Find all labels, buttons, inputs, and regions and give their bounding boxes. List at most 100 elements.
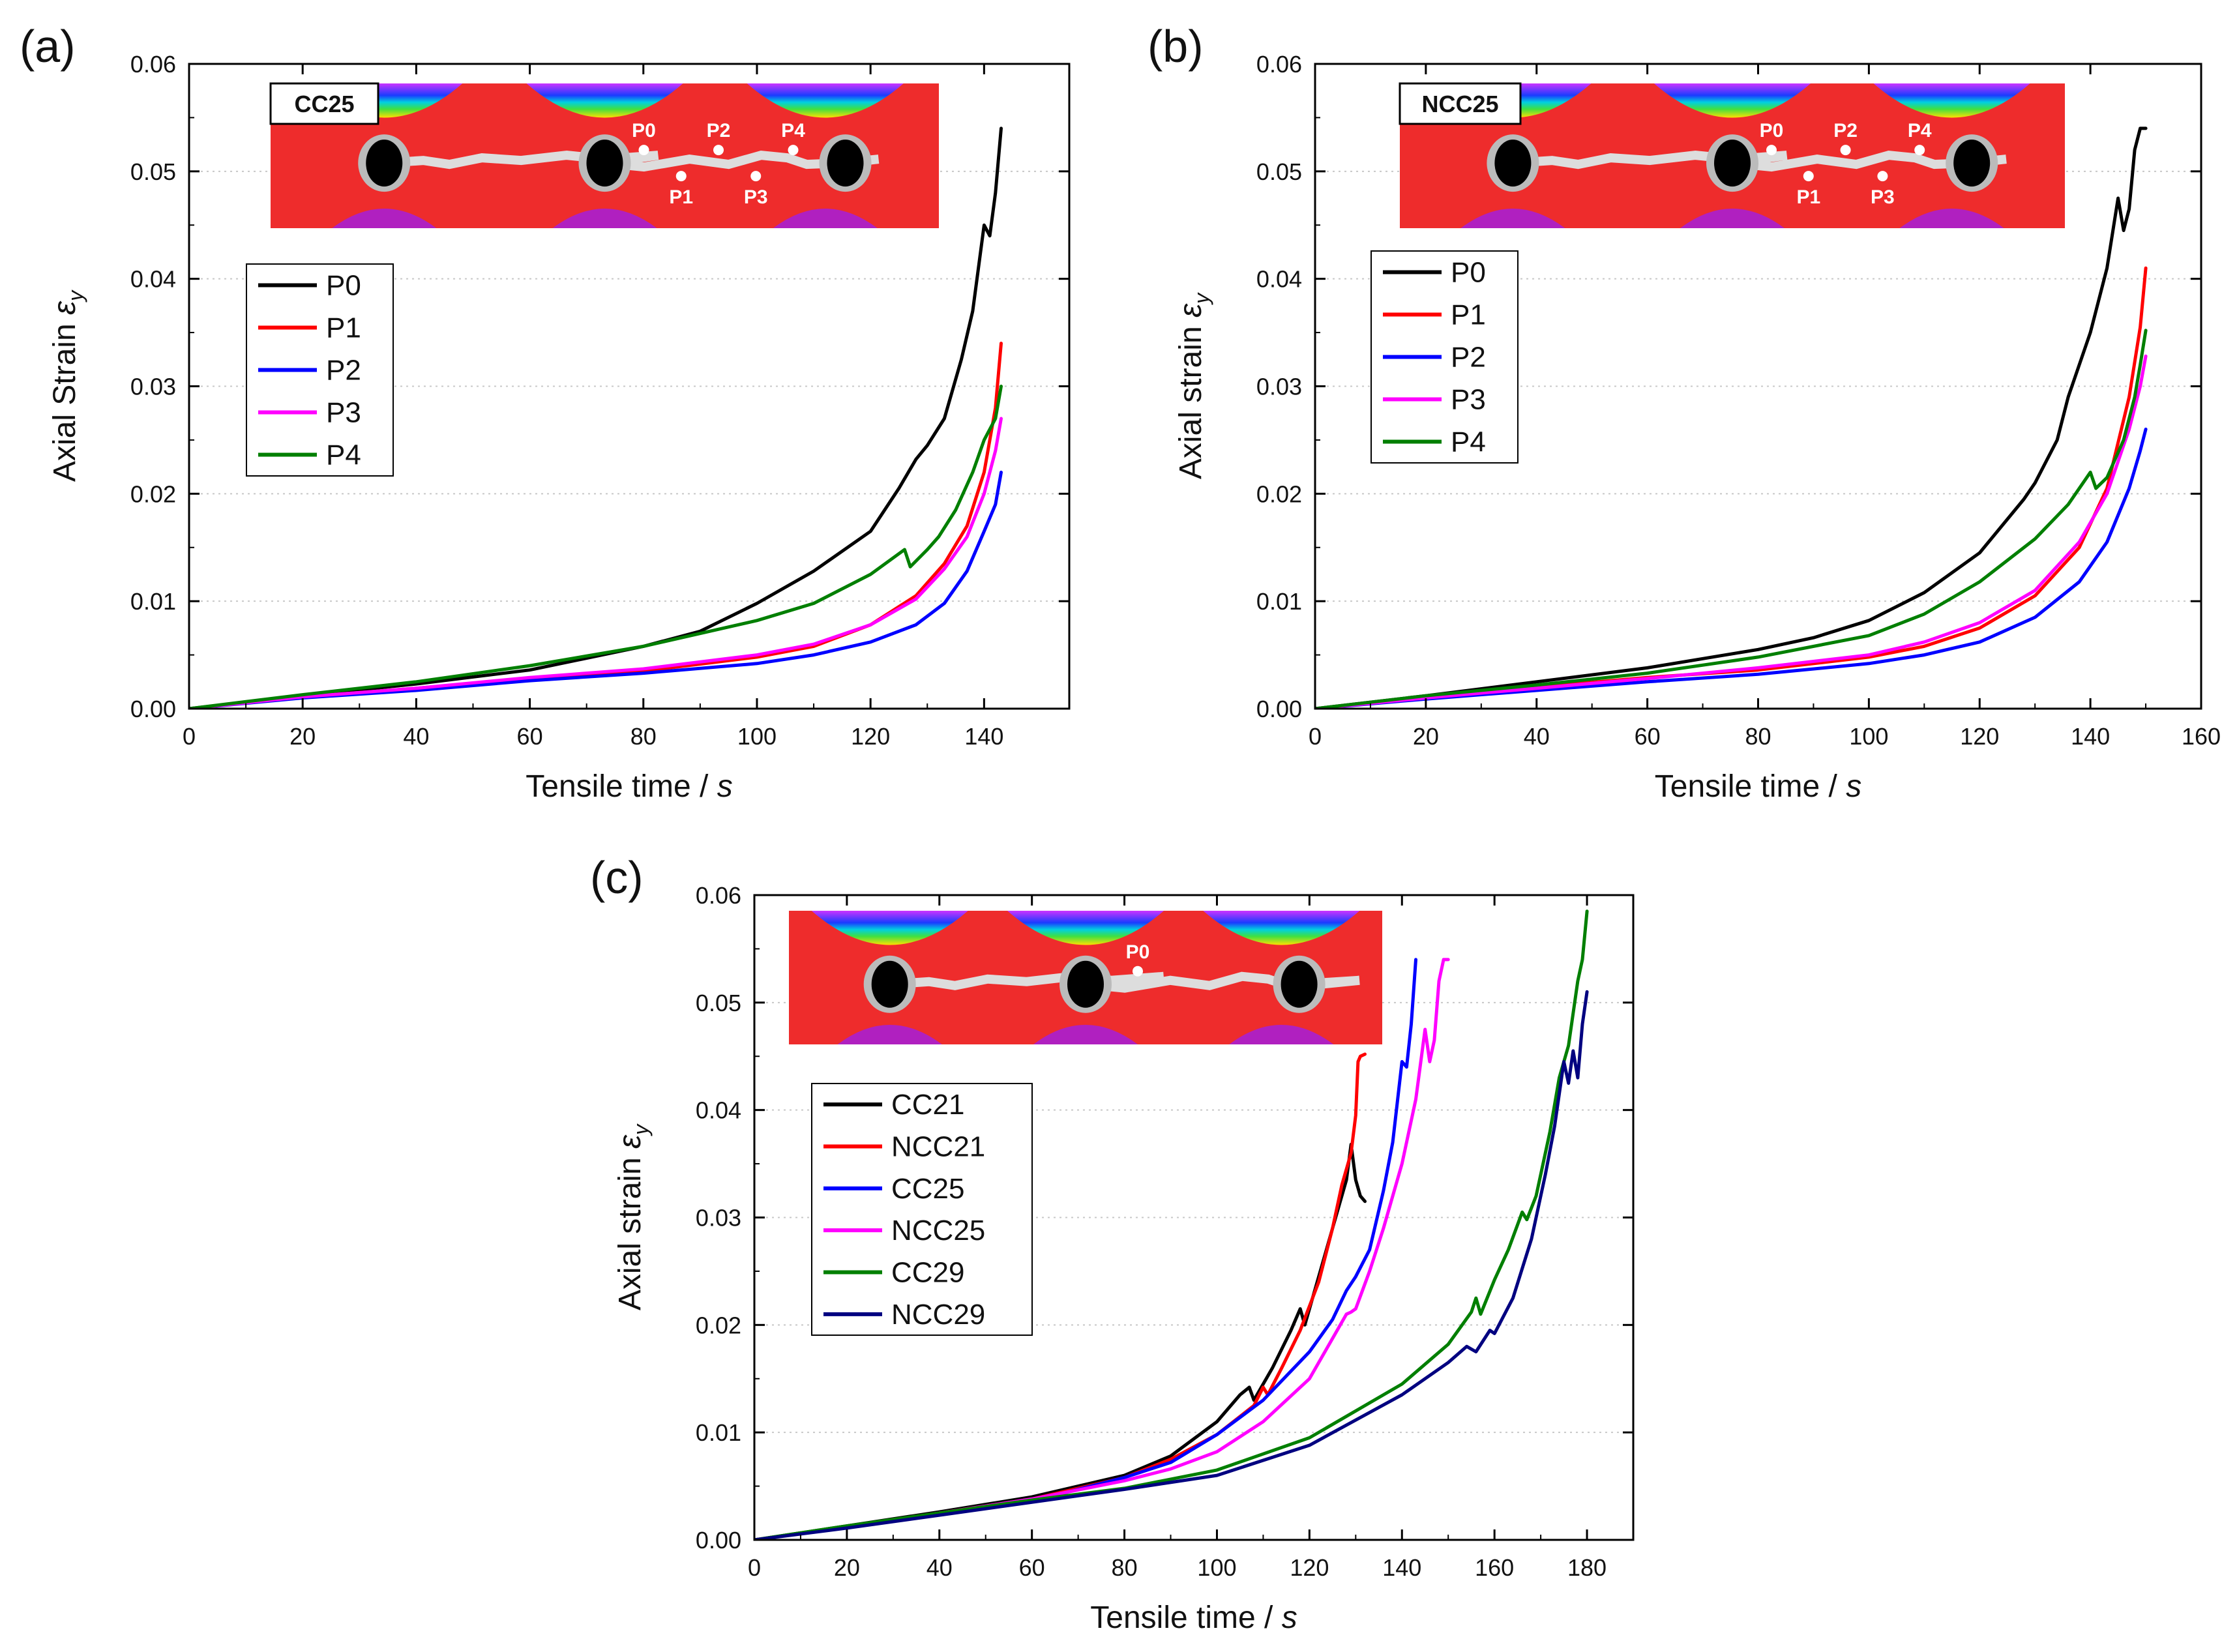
x-tick-label: 60 bbox=[1019, 1554, 1045, 1581]
x-tick-label: 140 bbox=[964, 723, 1003, 750]
panel-a: (a) 0 20 40 60 80 100 120 140 0.00 0.01 0.02 0.03 0.0… bbox=[20, 21, 1071, 804]
x-axis-title: Tensile time / s bbox=[1090, 1600, 1297, 1635]
inset-image-b: NCC25 P0 P1 P2 P3 P4 bbox=[1399, 82, 2065, 228]
y-axis-title-symbol: ε bbox=[613, 1134, 647, 1149]
inset-strain-arch bbox=[1654, 83, 1811, 118]
x-tick-label: 40 bbox=[926, 1554, 953, 1581]
legend-b: P0 P1 P2 P3 P4 bbox=[1370, 250, 1518, 464]
series-line-p2 bbox=[1315, 427, 2148, 709]
x-tick-label: 120 bbox=[1960, 723, 1999, 750]
inset-point-label: P2 bbox=[707, 120, 731, 141]
legend-label: P1 bbox=[1451, 299, 1486, 331]
inset-point-marker bbox=[1877, 171, 1888, 182]
legend-label: NCC25 bbox=[891, 1215, 985, 1246]
legend-label: NCC21 bbox=[891, 1131, 985, 1163]
y-tick-label: 0.04 bbox=[1256, 266, 1302, 293]
legend-label: NCC29 bbox=[891, 1299, 985, 1331]
x-tick-label: 120 bbox=[1290, 1554, 1329, 1581]
inset-hole bbox=[586, 140, 623, 187]
x-axis-title-text: Tensile time / bbox=[1090, 1600, 1281, 1635]
legend-label: P3 bbox=[326, 397, 361, 429]
inset-point-label: P1 bbox=[669, 186, 693, 208]
legend-label: CC21 bbox=[891, 1089, 965, 1121]
panel-c: (c) 0 20 40 60 80 100 120 140 160 180 0.00 0.01 0.02 0… bbox=[590, 852, 1635, 1635]
inset-point-label: P0 bbox=[632, 120, 656, 141]
x-axis-title-unit: s bbox=[717, 769, 733, 804]
x-tick-label: 60 bbox=[517, 723, 543, 750]
y-tick-label: 0.06 bbox=[130, 51, 176, 78]
legend-label: P2 bbox=[1451, 342, 1486, 374]
x-tick-label: 80 bbox=[1112, 1554, 1138, 1581]
series-line-p4 bbox=[189, 385, 1003, 709]
inset-tag: NCC25 bbox=[1421, 91, 1498, 117]
inset-strain-arch bbox=[1873, 83, 2030, 118]
inset-hole bbox=[871, 960, 908, 1008]
y-tick-label: 0.00 bbox=[130, 696, 176, 722]
inset-strain-arch-bottom bbox=[1460, 209, 1565, 228]
y-axis-title-subscript: y bbox=[64, 289, 87, 302]
inset-hole bbox=[1281, 960, 1318, 1008]
inset-tag-box bbox=[269, 82, 379, 125]
panel-label: (a) bbox=[20, 21, 76, 72]
x-tick-label: 0 bbox=[183, 723, 196, 750]
panel-label: (c) bbox=[590, 852, 644, 903]
series-group bbox=[189, 126, 1003, 709]
x-tick-label: 100 bbox=[737, 723, 777, 750]
inset-point-marker bbox=[1766, 145, 1777, 156]
series-line-p0 bbox=[1315, 126, 2148, 709]
inset-point-marker bbox=[788, 145, 799, 156]
inset-tag-box bbox=[1399, 82, 1522, 125]
inset-strain-arch-bottom bbox=[552, 209, 657, 228]
inset-point-marker bbox=[1803, 171, 1814, 182]
x-tick-label: 80 bbox=[1745, 723, 1771, 750]
y-axis-title-text: Axial strain bbox=[613, 1149, 647, 1310]
series-line-p3 bbox=[189, 417, 1003, 709]
y-axis-title-text: Axial strain bbox=[1174, 317, 1208, 479]
inset-strain-arch-bottom bbox=[773, 209, 878, 228]
inset-strain-arch bbox=[526, 83, 683, 118]
series-group bbox=[754, 909, 1589, 1540]
y-tick-label: 0.05 bbox=[696, 990, 741, 1016]
y-axis-title-symbol: ε bbox=[48, 301, 82, 315]
x-axis-title: Tensile time / s bbox=[1655, 769, 1861, 804]
inset-point-marker bbox=[1840, 145, 1851, 156]
x-tick-label: 40 bbox=[403, 723, 429, 750]
inset-hole bbox=[366, 140, 403, 187]
inset-point-label: P3 bbox=[1871, 186, 1895, 208]
legend-box bbox=[811, 1083, 1033, 1336]
y-tick-label: 0.00 bbox=[1256, 696, 1302, 722]
inset-point-label: P4 bbox=[781, 120, 805, 141]
legend-c: CC21 NCC21 CC25 NCC25 CC29 NCC29 bbox=[811, 1083, 1033, 1336]
y-axis-title-text: Axial Strain bbox=[48, 315, 82, 482]
inset-point-label: P0 bbox=[1760, 120, 1784, 141]
y-tick-label: 0.02 bbox=[1256, 480, 1302, 507]
y-tick-label: 0.06 bbox=[1256, 51, 1302, 78]
legend-label: P3 bbox=[1451, 384, 1486, 416]
x-tick-label: 160 bbox=[1475, 1554, 1514, 1581]
x-axis-title-text: Tensile time / bbox=[1655, 769, 1846, 804]
x-tick-label: 140 bbox=[2071, 723, 2110, 750]
inset-point-marker bbox=[750, 171, 762, 182]
x-tick-label: 100 bbox=[1197, 1554, 1236, 1581]
inset-image-a: CC25 P0 P1 P2 P3 P4 bbox=[269, 82, 939, 228]
inset-point-label: P2 bbox=[1833, 120, 1858, 141]
inset-hole bbox=[1714, 140, 1751, 187]
y-tick-label: 0.02 bbox=[130, 480, 176, 507]
inset-strain-arch-bottom bbox=[1229, 1025, 1334, 1044]
series-line-p4 bbox=[1315, 329, 2148, 709]
y-axis-title: Axial strain εy bbox=[1174, 292, 1213, 479]
legend-label: CC29 bbox=[891, 1257, 965, 1289]
inset-point-label: P0 bbox=[1126, 941, 1150, 963]
y-axis-title-subscript: y bbox=[1190, 292, 1213, 305]
x-tick-label: 20 bbox=[1413, 723, 1439, 750]
x-tick-label: 180 bbox=[1567, 1554, 1607, 1581]
inset-point-label: P1 bbox=[1796, 186, 1820, 208]
x-axis-title: Tensile time / s bbox=[526, 769, 732, 804]
x-tick-label: 160 bbox=[2182, 723, 2221, 750]
inset-point-marker bbox=[713, 145, 724, 156]
x-tick-label: 100 bbox=[1849, 723, 1888, 750]
y-tick-label: 0.04 bbox=[130, 266, 176, 293]
x-tick-label: 0 bbox=[1309, 723, 1322, 750]
inset-point-label: P3 bbox=[744, 186, 768, 208]
